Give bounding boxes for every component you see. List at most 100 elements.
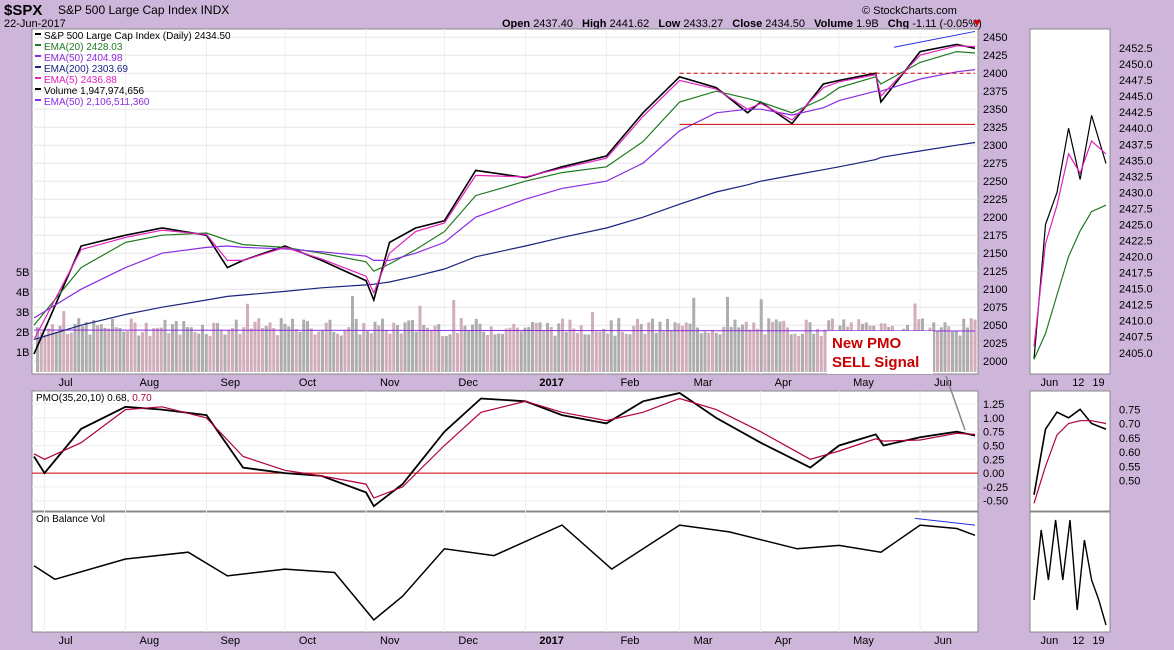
zoom-date-label: 19 [1092,377,1104,389]
volume-bar [741,324,744,372]
volume-bar [523,327,527,372]
obv-line [33,524,976,621]
month-label-bottom: Sep [221,635,241,647]
volume-bar [624,333,628,372]
volume-bar [77,318,81,372]
legend-entry: EMA(50) 2,106,511,360 [44,97,150,108]
obv-label: On Balance Vol [36,514,105,525]
price-line [33,43,976,355]
zoom-pmo-panel [1029,390,1111,512]
ema200-line [33,141,976,341]
month-label-bottom: Dec [458,635,478,647]
volume-bar [729,326,733,372]
volume-value: 1.9B [856,18,879,30]
pmo-value: 0.68, [107,393,129,404]
chg-label: Chg [888,18,909,30]
zoom-obv-panel [1029,511,1111,633]
volume-bar [658,321,662,372]
chart-date: 22-Jun-2017 [4,18,66,30]
volume-bar [381,318,384,372]
volume-bar [171,324,174,372]
volume-bar [231,328,234,372]
zoom-price-tick: 2422.5 [1119,235,1153,247]
volume-bar [763,334,767,372]
low-value: 2433.27 [683,18,723,30]
volume-bar [463,325,467,372]
volume-bar [696,327,699,372]
volume-bar [744,321,748,372]
price-tick-label: 2025 [983,338,1007,350]
legend-swatch [35,77,41,79]
volume-bar [377,325,381,372]
volume-bar [324,322,328,372]
month-label: Sep [221,377,241,389]
legend-entry: EMA(50) 2404.98 [44,53,123,64]
volume-bar [336,333,339,372]
price-tick-label: 2250 [983,176,1007,188]
legend-entry: S&P 500 Large Cap Index (Daily) 2434.50 [44,31,231,42]
volume-bar [444,335,448,372]
pmo-name: PMO(35,20,10) [36,393,104,404]
volume-bar [752,322,756,372]
price-tick-label: 2300 [983,140,1007,152]
price-trendline [893,30,976,48]
obv-trendline [914,517,976,526]
zoom-price-tick: 2432.5 [1119,171,1153,183]
volume-bar [973,319,977,372]
volume-bar [801,333,804,372]
volume-bar [81,326,84,372]
volume-bar [538,322,542,372]
price-tick-label: 2175 [983,230,1007,242]
volume-bar [549,327,553,372]
volume-tick-label: 4B [16,287,29,299]
volume-bar [411,320,414,372]
volume-bar [501,333,504,372]
volume-bar [527,327,531,372]
month-label: Apr [775,377,792,389]
exchange: INDX [201,3,230,17]
volume-bar [714,332,718,372]
volume-bar [313,334,317,372]
volume-bar [362,322,366,372]
volume-bar [804,319,808,372]
volume-bar [823,329,827,372]
zoom-price-tick: 2435.0 [1119,155,1153,167]
volume-bar [534,322,538,372]
volume-bar [332,331,336,372]
price-tick-label: 2200 [983,212,1007,224]
volume-bar [707,332,711,372]
pmo-signal-value: 0.70 [132,393,152,404]
volume-bar [141,332,144,372]
volume-bar [459,318,463,372]
zoom-price-tick: 2417.5 [1119,268,1153,280]
volume-bar [366,331,369,372]
volume-bar [39,331,43,372]
volume-bar [583,334,587,372]
price-tick-label: 2125 [983,266,1007,278]
volume-bar [606,333,609,372]
zoom-price-tick: 2430.0 [1119,187,1153,199]
price-panel [31,28,979,375]
volume-bar [808,322,812,372]
volume-bar [591,311,594,372]
volume-bar [609,320,613,372]
zoom-obv-line [1033,519,1107,626]
volume-bar [219,329,223,372]
price-tick-label: 2375 [983,86,1007,98]
volume-bar [516,327,519,372]
price-tick-label: 2325 [983,122,1007,134]
volume-bar [602,328,606,372]
ema5-line [33,45,976,340]
volume-bar [302,319,306,372]
volume-bar [118,327,122,372]
volume-bar [774,319,778,372]
volume-bar [576,332,579,372]
volume-bar [467,330,471,372]
volume-bar [227,330,231,372]
axis-ticks: 2000 2025 2050 2075 2100 2125 2150 2175 2200 2225… [16,32,1153,647]
volume-bar [478,323,482,372]
volume-bar [553,335,557,372]
open-value: 2437.40 [533,18,573,30]
zoom-price-tick: 2425.0 [1119,219,1153,231]
volume-bar [159,327,163,372]
